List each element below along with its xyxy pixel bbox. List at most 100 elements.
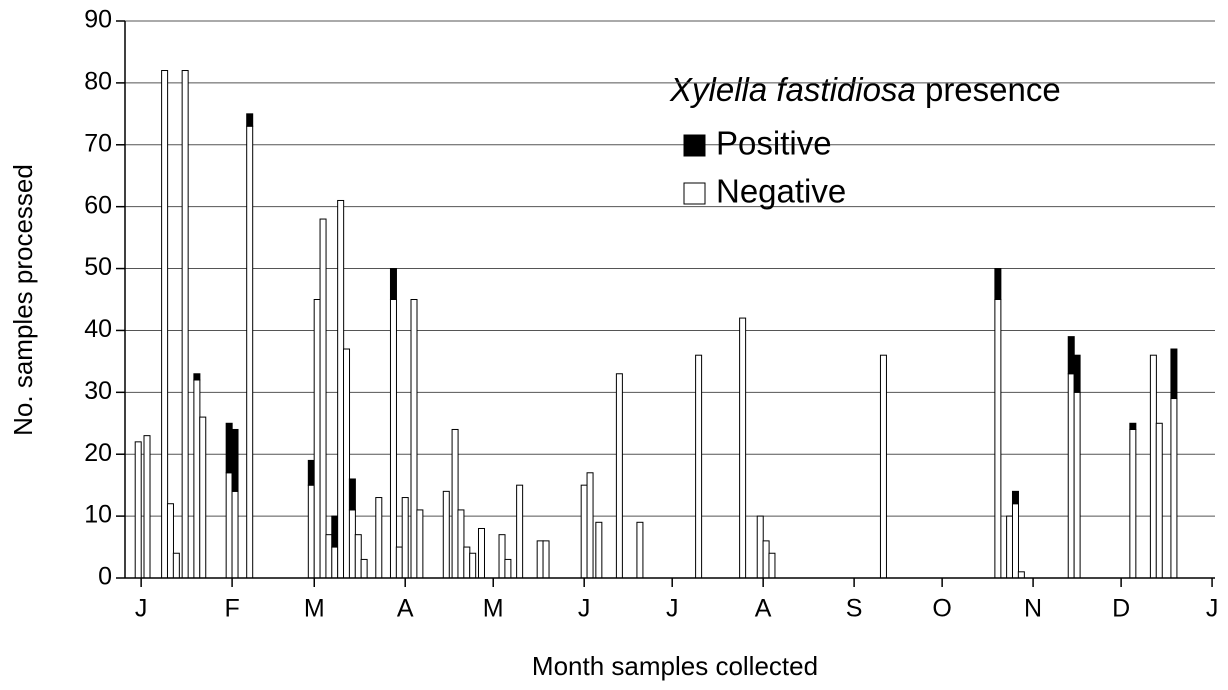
bar-segment [516,484,524,579]
x-tick-label: J [1206,595,1219,623]
bar-segment [325,534,333,579]
legend-label: Negative [716,173,846,210]
legend-label: Positive [716,125,832,162]
bar-segment [762,540,770,579]
bar-segment [337,199,345,579]
bar-segment [1067,336,1075,375]
bar-segment [695,354,703,579]
x-tick-label: F [224,595,239,623]
bar-segment [477,527,485,579]
x-tick-label: J [666,595,679,623]
x-tick-label: A [755,595,772,623]
bar-segment [395,546,403,579]
y-tick-label: 70 [84,129,112,157]
bar-segment [375,497,383,579]
y-tick-label: 40 [84,315,112,343]
x-tick-label: J [135,595,148,623]
bar-segment [1006,515,1014,579]
y-tick-label: 0 [98,563,112,591]
bar-segment [994,268,1002,300]
bar-segment [1017,571,1025,579]
y-tick-label: 80 [84,67,112,95]
bar-segment [463,546,471,579]
bar-segment [994,299,1002,579]
bar-segment [225,422,233,474]
bar-segment [1073,391,1081,579]
bar-segment [331,546,339,579]
y-tick-label: 90 [84,6,112,34]
bar-segment [348,478,356,511]
bar-segment [225,472,233,579]
bar-segment [319,218,327,579]
bar-segment [1170,398,1178,579]
bar-segment [1011,503,1019,579]
bar-segment [389,268,397,300]
x-tick-label: N [1024,595,1042,623]
x-tick-label: M [304,595,325,623]
bar-segment [1129,428,1137,579]
bar-segment [504,558,512,579]
bar-segment [739,317,747,579]
bar-segment [1011,490,1019,505]
bar-segment [134,441,142,579]
bar-segment [586,472,594,579]
bar-segment [307,484,315,579]
bar-segment [231,490,239,579]
x-tick-label: A [397,595,414,623]
bar-segment [313,299,321,579]
bar-segment [246,125,254,579]
y-tick-label: 60 [84,191,112,219]
bar-segment [469,552,477,579]
bar-segment [498,534,506,579]
bar-segment [1129,422,1137,430]
bar-segment [307,459,315,486]
y-axis-title: No. samples processed [8,164,38,436]
x-tick-label: D [1112,595,1130,623]
x-tick-label: M [483,595,504,623]
bar-segment [615,373,623,579]
bar-segment [354,534,362,579]
bar-segment [143,435,151,579]
bar-segment [410,299,418,579]
bar-segment [595,521,603,579]
y-tick-label: 50 [84,253,112,281]
bar-segment [756,515,764,579]
bar-segment [193,379,201,579]
bar-segment [343,348,351,579]
bar-segment [636,521,644,579]
legend-title-italic: Xylella fastidiosa [669,71,916,108]
y-tick-label: 20 [84,439,112,467]
bar-segment [1170,348,1178,400]
y-tick-label: 10 [84,501,112,529]
bar-segment [1073,354,1081,393]
bar-segment [199,416,207,579]
x-tick-label: O [932,595,951,623]
bar-segment [768,552,776,579]
bar-segment [457,509,465,579]
bar-segment [348,509,356,579]
y-tick-label: 30 [84,377,112,405]
x-tick-label: S [846,595,863,623]
bar-segment [181,70,189,579]
bar-segment [246,113,254,127]
legend-swatch [683,182,706,205]
bar-segment [231,428,239,492]
bar-segment [580,484,588,579]
bar-segment [161,70,169,579]
x-axis-title: Month samples collected [532,651,818,681]
bar-segment [1067,373,1075,579]
bar-segment [172,552,180,579]
bar-segment [536,540,544,579]
x-tick-label: J [578,595,591,623]
bar-segment [193,373,201,381]
legend-swatch [683,134,706,157]
bar-segment [451,428,459,579]
bar-segment [389,299,397,579]
legend-title: Xylella fastidiosa presence [669,71,1061,108]
bar-segment [879,354,887,579]
bar-segment [401,497,409,579]
bar-segment [331,515,339,548]
legend-title-rest: presence [925,71,1061,108]
bar-segment [416,509,424,579]
